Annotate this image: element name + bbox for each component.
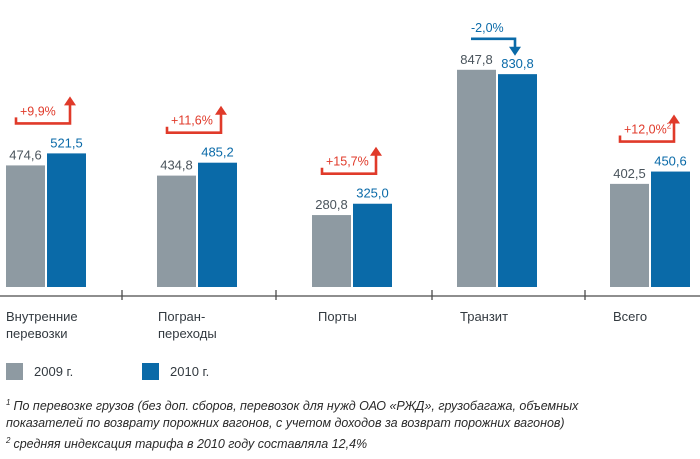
legend-swatch-2010 — [142, 363, 159, 380]
category-label-transit: Транзит — [460, 309, 509, 324]
change-arrow-head-up — [64, 96, 76, 106]
bar-2010 — [198, 162, 237, 287]
footnote-number: 2 — [6, 436, 11, 446]
change-arrow-line — [320, 153, 378, 176]
footnotes: 1 По перевозке грузов (без доп. сборов, п… — [6, 394, 696, 453]
change-arrow-line — [165, 112, 223, 134]
change-label: -2,0% — [471, 21, 504, 35]
bar-2010 — [651, 171, 690, 287]
data-label-2010: 485,2 — [201, 145, 234, 160]
data-label-2010: 830,8 — [501, 56, 534, 71]
data-label-2010: 325,0 — [356, 186, 389, 201]
data-label-2009: 847,8 — [460, 52, 493, 67]
data-label-2009: 402,5 — [613, 166, 646, 181]
change-arrow-line — [618, 121, 676, 143]
change-label: +9,9% — [20, 104, 56, 118]
bar-2010 — [498, 74, 537, 287]
footnote-2: 2 средняя индексация тарифа в 2010 году с… — [6, 432, 696, 453]
legend-swatch-2009 — [6, 363, 23, 380]
bar-2009 — [312, 215, 351, 287]
bar-2010 — [47, 153, 86, 287]
bar-2009 — [157, 175, 196, 287]
change-label-footnote: 2 — [667, 122, 672, 131]
footnote-1-cont: показателей по возврату порожних вагонов… — [6, 415, 696, 432]
change-arrow-head-up — [370, 146, 382, 156]
bar-2009 — [610, 183, 649, 287]
change-arrow-head-up — [215, 105, 227, 115]
change-arrow-head-down — [509, 46, 521, 56]
category-label-ports: Порты — [318, 309, 357, 324]
category-label-border-crossings: Погран- переходы — [158, 309, 217, 341]
change-arrow-line — [471, 37, 517, 49]
legend-label-2010: 2010 г. — [170, 364, 210, 379]
footnote-number: 1 — [6, 398, 11, 407]
data-label-2009: 280,8 — [315, 197, 348, 212]
bar-2010 — [353, 203, 392, 287]
legend-label-2009: 2009 г. — [34, 364, 74, 379]
change-label: +12,0%2 — [624, 122, 672, 137]
category-label-total: Всего — [613, 309, 648, 324]
footnote-1: 1 По перевозке грузов (без доп. сборов, п… — [6, 394, 696, 415]
data-label-2010: 450,6 — [654, 154, 687, 169]
category-label-domestic: Внутренние перевозки — [6, 309, 78, 341]
bar-chart: 474,6 521,5 434,8 485,2 280,8 325,0 847,8 830,8… — [0, 21, 700, 300]
footnote-text: По перевозке грузов (без доп. сборов, пе… — [13, 399, 579, 414]
data-label-2009: 434,8 — [160, 158, 193, 173]
footnote-text: средняя индексация тарифа в 2010 году со… — [13, 437, 368, 452]
bar-2009 — [6, 165, 45, 287]
change-label: +11,6% — [171, 114, 213, 128]
data-label-2009: 474,6 — [9, 147, 42, 162]
footnote-text: показателей по возврату порожних вагонов… — [6, 416, 565, 431]
bar-2009 — [457, 69, 496, 287]
change-arrow-head-up — [668, 114, 680, 124]
data-label-2010: 521,5 — [50, 135, 83, 150]
change-arrow-line — [14, 103, 72, 125]
change-label: +15,7% — [326, 155, 369, 169]
